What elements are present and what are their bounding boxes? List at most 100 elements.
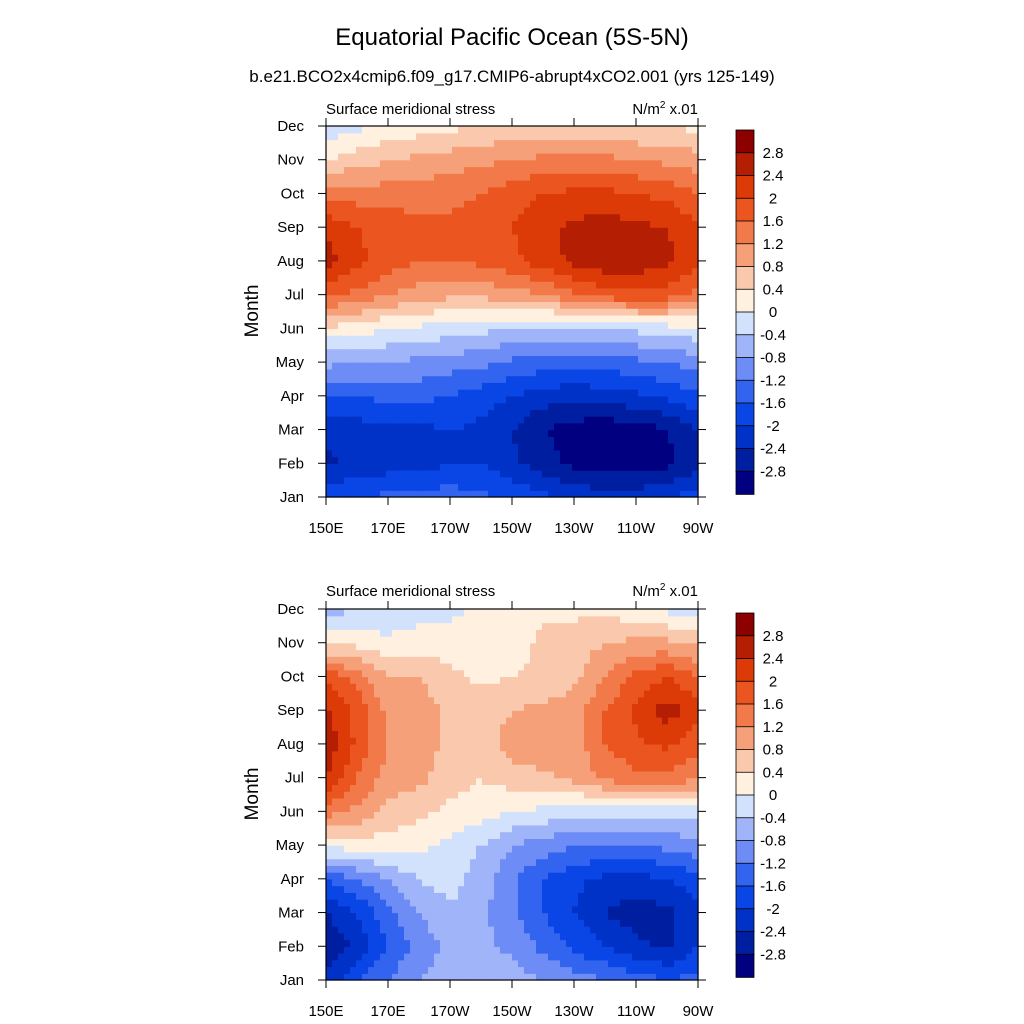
heatmap-cell [584,247,591,255]
heatmap-cell [422,470,429,478]
heatmap-cell [344,409,351,417]
heatmap-cell [416,470,423,478]
heatmap-cell [572,355,579,363]
heatmap-cell [422,389,429,397]
heatmap-cell [386,892,393,900]
heatmap-cell [596,932,603,941]
heatmap-cell [440,375,447,383]
heatmap-cell [590,905,597,914]
heatmap-cell [440,476,447,485]
heatmap-cell [548,220,555,228]
heatmap-cell [506,200,513,208]
heatmap-cell [374,953,381,961]
heatmap-cell [584,328,591,336]
heatmap-cell [464,308,471,316]
heatmap-cell [452,294,459,302]
heatmap-cell [488,959,495,968]
heatmap-cell [386,959,393,968]
heatmap-cell [392,294,399,302]
heatmap-cell [590,308,597,316]
heatmap-cell [578,166,585,174]
heatmap-cell [620,267,627,275]
heatmap-cell [476,443,483,451]
heatmap-cell [680,953,687,961]
heatmap-cell [362,152,369,161]
heatmap-cell [530,294,537,302]
heatmap-cell [572,443,579,451]
heatmap-cell [536,845,543,853]
heatmap-cell [368,206,375,215]
heatmap-cell [548,200,555,208]
heatmap-cell [446,824,453,833]
heatmap-cell [548,146,555,154]
heatmap-cell [506,348,513,356]
heatmap-cell [674,341,681,350]
heatmap-cell [668,308,675,316]
heatmap-cell [416,389,423,397]
heatmap-cell [620,146,627,154]
heatmap-cell [548,831,555,839]
heatmap-cell [506,824,513,833]
heatmap-cell [344,845,351,853]
colorbar-box [735,448,755,473]
heatmap-cell [548,227,555,235]
heatmap-cell [356,449,363,458]
heatmap-cell [380,824,387,833]
heatmap-cell [362,206,369,215]
heatmap-cell [650,247,657,255]
heatmap-cell [452,885,459,893]
heatmap-cell [434,926,441,934]
heatmap-cell [590,341,597,350]
heatmap-cell [668,409,675,417]
heatmap-cell [494,335,501,343]
heatmap-cell [476,179,483,188]
heatmap-cell [422,395,429,404]
heatmap-cell [380,878,387,887]
heatmap-cell [404,824,411,833]
colorbar-box [735,129,755,154]
heatmap-cell [512,872,519,880]
heatmap-cell [452,200,459,208]
heatmap-cell [452,402,459,410]
heatmap-cell [632,959,639,968]
heatmap-cell [578,858,585,866]
heatmap-cell [428,308,435,316]
heatmap-cell [512,341,519,350]
heatmap-cell [398,206,405,215]
heatmap-cell [380,146,387,154]
heatmap-cell [452,166,459,174]
heatmap-cell [398,824,405,833]
heatmap-cell [446,173,453,181]
heatmap-cell [560,416,567,424]
heatmap-cell [488,375,495,383]
heatmap-cell [626,939,633,947]
heatmap-cell [626,912,633,920]
heatmap-cell [368,476,375,485]
heatmap-cell [380,301,387,309]
heatmap-cell [386,409,393,417]
heatmap-cell [602,247,609,255]
heatmap-cell [674,402,681,410]
heatmap-cell [398,470,405,478]
heatmap-cell [662,233,669,242]
heatmap-cell [434,845,441,853]
heatmap-cell [668,490,675,498]
heatmap-cell [560,308,567,316]
heatmap-cell [518,274,525,282]
heatmap-cell [542,919,549,927]
heatmap-cell [356,858,363,866]
heatmap-cell [434,456,441,464]
heatmap-cell [482,953,489,961]
heatmap-cell [368,368,375,377]
heatmap-cell [656,267,663,275]
heatmap-cell [512,362,519,370]
heatmap-cell [392,173,399,181]
heatmap-cell [542,865,549,873]
colorbar-label: -0.8 [760,350,786,367]
heatmap-cell [374,912,381,920]
heatmap-cell [452,321,459,329]
heatmap-cell [674,267,681,275]
heatmap-cell [488,818,495,826]
heatmap-cell [674,328,681,336]
heatmap-cell [530,912,537,920]
